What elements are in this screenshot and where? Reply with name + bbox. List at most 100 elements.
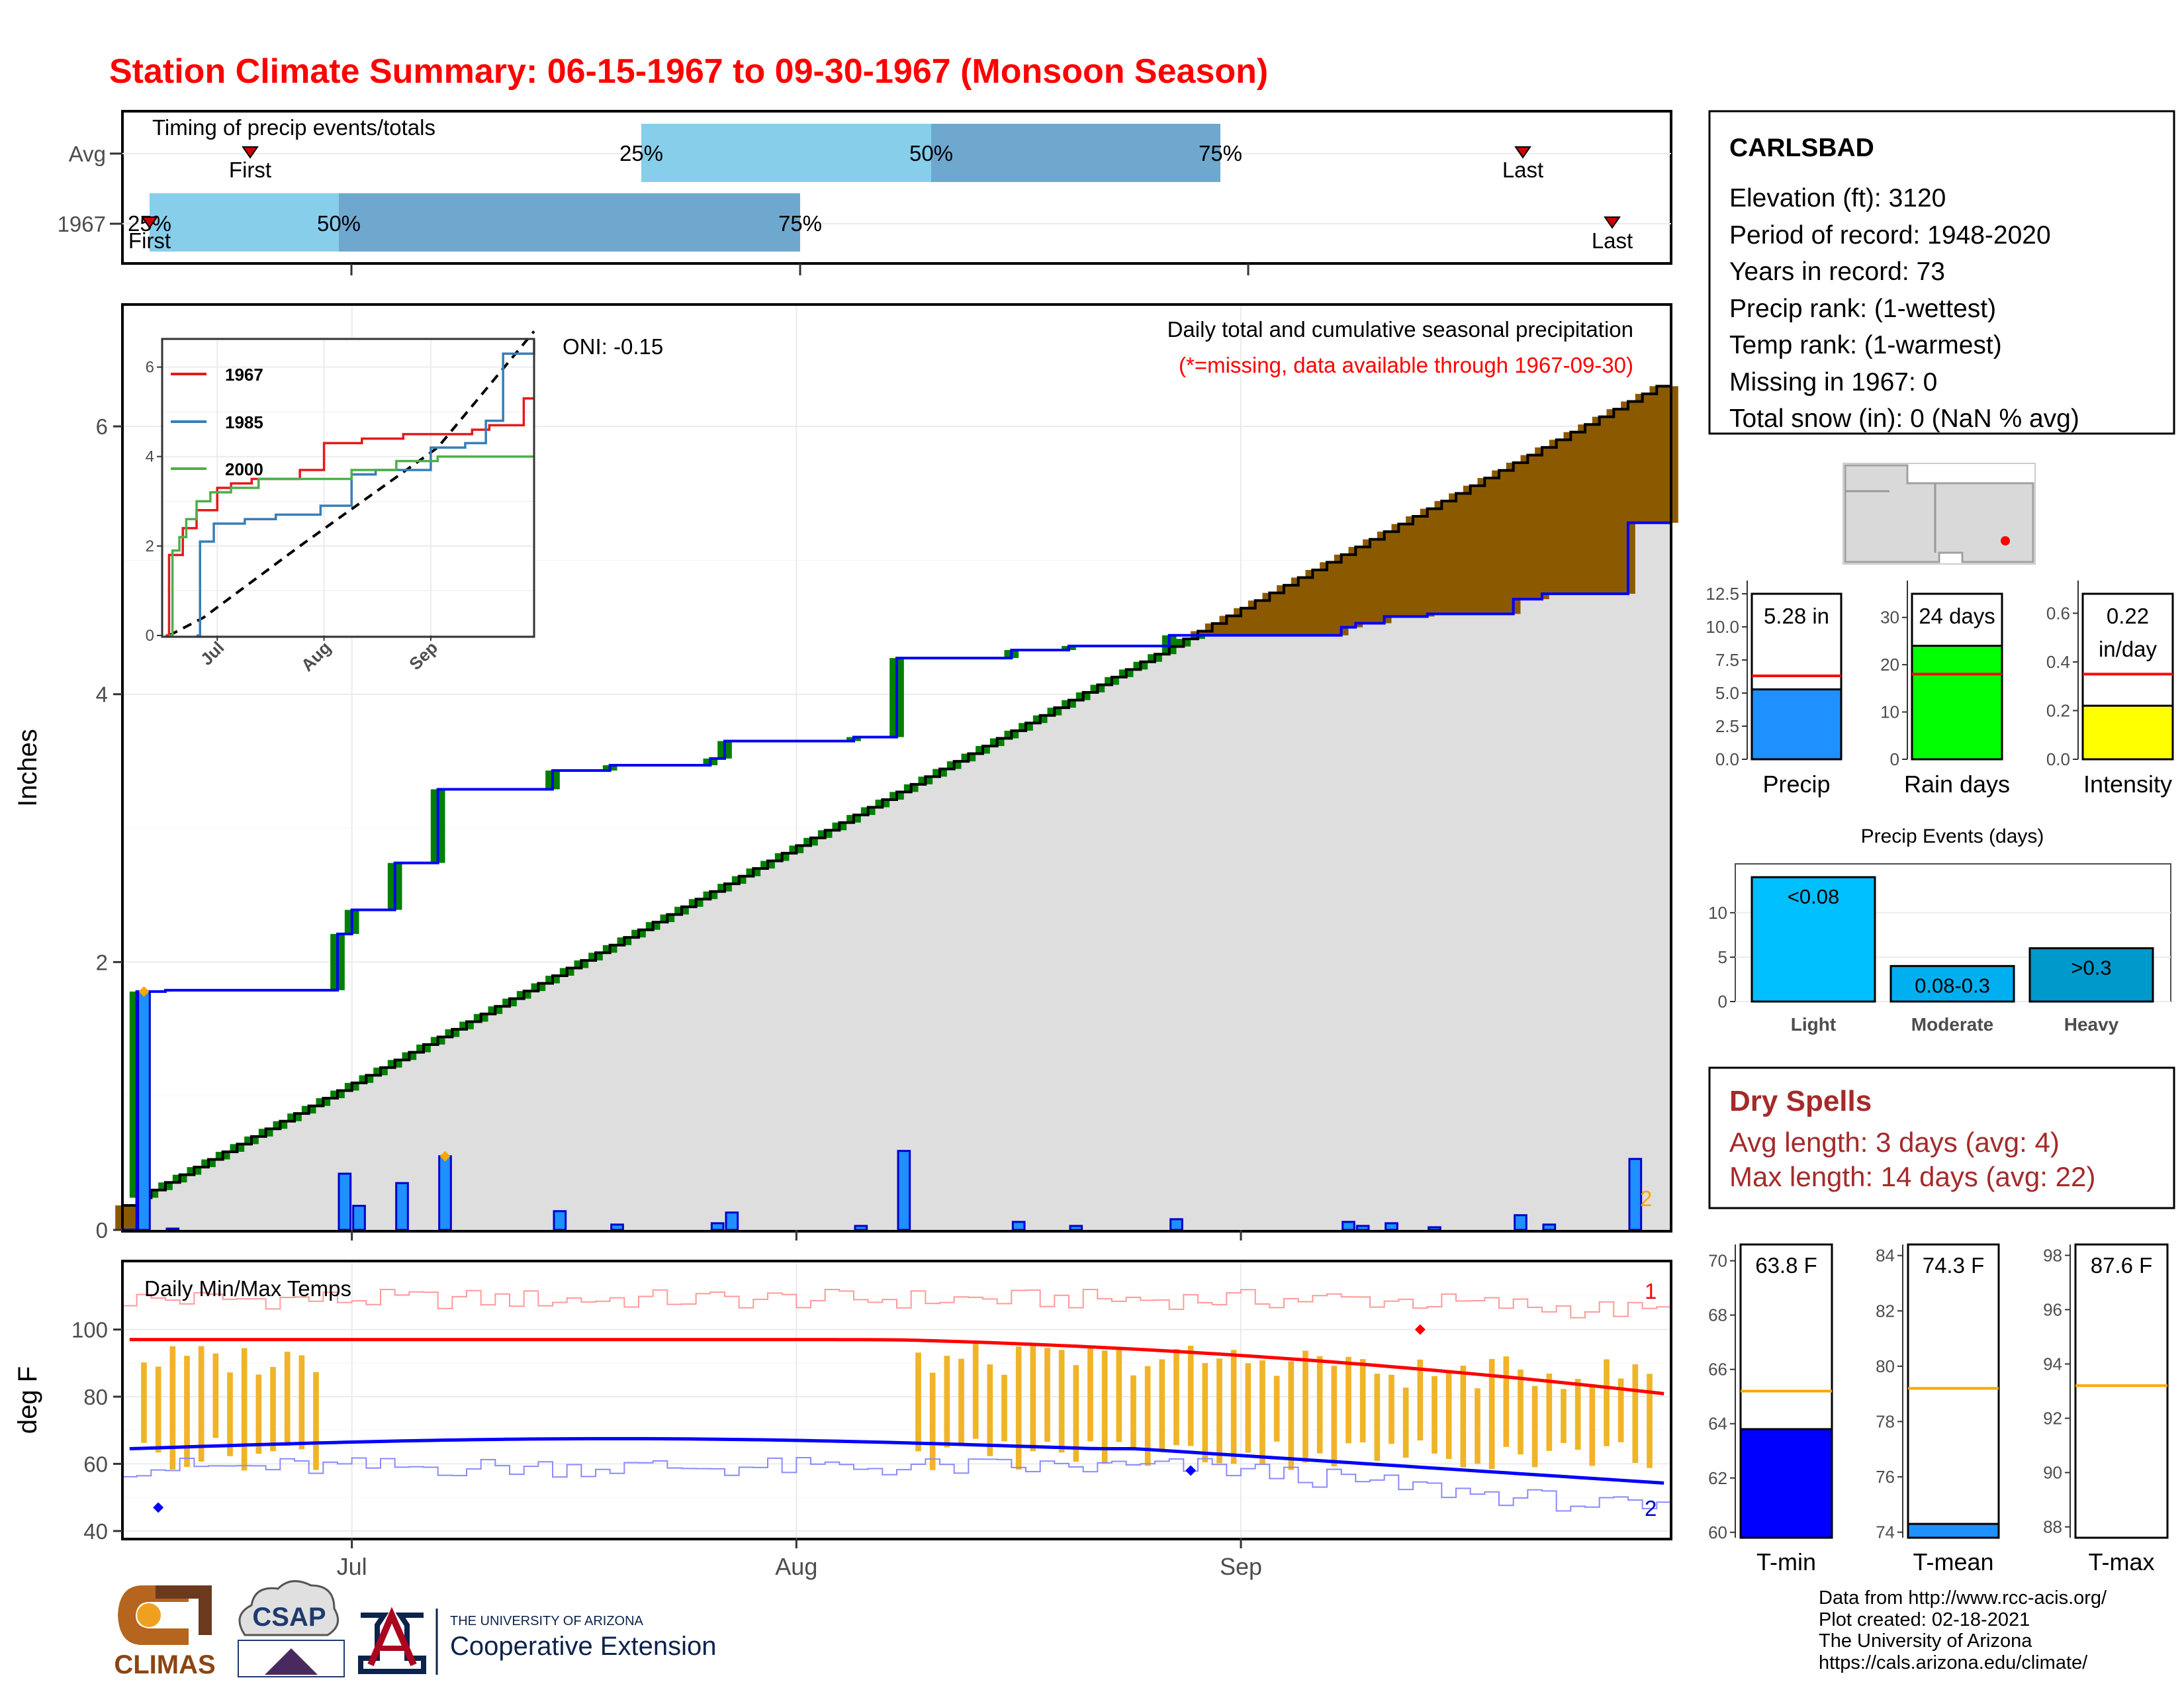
average-cumulative-line [121,385,1671,1230]
ua-logo: THE UNIVERSITY OF ARIZONA Cooperative Ex… [358,1607,716,1675]
precip-chart-subtitle: Daily total and cumulative seasonal prec… [1167,317,1633,342]
precip-event-bar [1751,876,1876,1003]
daily-temp-range-bar [1116,1349,1122,1442]
station-temp-rank: Temp rank: (1-warmest) [1729,331,2002,359]
missing-data-note: (*=missing, data available through 1967-… [1179,353,1633,377]
temp-summary-y-tick: 70 [1708,1251,1727,1271]
daily-temp-range-bar [1632,1364,1639,1463]
cumulative-precip-line [122,521,1671,1231]
mini-bar-y-tick: 20 [1880,655,1899,675]
daily-temp-range-bar [1316,1356,1323,1454]
1967-first-marker [141,216,158,229]
mini-bar-y-tick: 30 [1880,608,1899,628]
station-info-box: CARLSBAD Elevation (ft): 3120 Period of … [1708,110,2175,435]
station-missing: Missing in 1967: 0 [1729,368,1937,397]
daily-temp-range-bar [1087,1348,1093,1442]
temp-x-tick-label: Sep [1220,1553,1262,1580]
temp-summary-y-tick: 92 [2043,1409,2062,1429]
daily-temp-range-bar [241,1348,248,1471]
temp-summary-y-tick: 98 [2043,1245,2062,1265]
mini-bar-y-tick: 0.4 [2046,652,2070,672]
temp-y-tick-label: 40 [83,1519,108,1544]
mini-bar-value-unit: in/day [2099,637,2158,661]
daily-temp-range-bar [198,1346,205,1462]
temp-summary-y-tick: 64 [1708,1414,1727,1434]
climas-logo: CLIMAS [114,1585,216,1679]
inset-legend-1967: 1967 [225,365,263,385]
daily-temp-range-bar [944,1356,950,1448]
avg-first-label: First [229,158,271,182]
precip-event-bar-label: >0.3 [2071,956,2111,979]
daily-temp-range-bar [958,1358,964,1443]
mini-summary-bar [1751,688,1843,761]
daily-temp-range-bar [284,1351,291,1446]
daily-temp-range-bar [270,1366,276,1452]
daily-temp-range-bar [298,1355,305,1450]
temp-y-tick-label: 60 [83,1452,108,1476]
daily-temp-range-bar [1460,1366,1467,1468]
temp-summary-y-tick: 66 [1708,1360,1727,1380]
record-precip-marker [138,986,150,997]
daily-temp-range-bar [1144,1366,1151,1466]
mini-bar-y-tick: 5.0 [1715,683,1739,703]
temp-y-tick-label: 80 [83,1385,108,1409]
daily-temp-range-bar [169,1346,176,1470]
temp-summary-y-tick: 82 [1876,1301,1895,1321]
oni-label: ONI: -0.15 [563,334,663,359]
1967-p75-label: 75% [778,211,822,236]
temperature-y-axis-title: deg F [13,1366,42,1434]
precip-event-bar [1889,964,2015,1003]
record-precip-marker [439,1150,451,1162]
mini-bar-category: Intensity [2083,771,2172,798]
mini-bar-y-tick: 0.6 [2046,603,2070,623]
daily-temp-range-bar [1001,1374,1007,1442]
mini-bar-y-tick: 0.0 [2046,749,2070,769]
daily-temp-range-bar [1015,1346,1022,1470]
inset-legend-2000: 2000 [225,459,263,479]
temp-summary-y-tick: 90 [2043,1463,2062,1483]
timing-row-1967-label: 1967 [58,212,106,236]
locator-map [1843,463,2036,565]
temp-summary-category: T-max [2088,1548,2154,1575]
ua-logo-top-text: THE UNIVERSITY OF ARIZONA [450,1614,644,1628]
station-name: CARLSBAD [1729,134,1874,162]
daily-precip-bar [610,1223,624,1231]
temperature-summary-bars: 60 62 64 66 68 70 63.8 F T-min 74 76 78 80 82 84 74.3 … [1708,1243,2169,1575]
daily-temp-range-bar [1402,1387,1409,1458]
daily-temp-range-bar [1230,1350,1237,1464]
daily-temp-range-bar [1044,1348,1050,1442]
footer-university: The University of Arizona [1819,1630,2032,1652]
precip-event-bar [2028,947,2154,1003]
daily-temp-range-bar [1574,1379,1581,1450]
dry-spells-avg: Avg length: 3 days (avg: 4) [1729,1127,2060,1158]
record-max-marker [1414,1324,1426,1335]
avg-last-marker [1514,146,1531,159]
precip-event-bar-label: 0.08-0.3 [1915,974,1990,997]
station-precip-rank: Precip rank: (1-wettest) [1729,295,1996,323]
daily-precip-bar [137,990,151,1231]
station-elevation: Elevation (ft): 3120 [1729,184,1946,212]
avg-p50-label: 50% [909,141,953,165]
daily-temp-range-bar [1604,1359,1610,1446]
daily-temp-range-bar [1445,1370,1452,1460]
daily-temp-range-bar [227,1372,233,1456]
daily-temp-range-bar [1245,1363,1251,1453]
precip-panel: 0 2 4 6 Daily total and cumulative seasonal… [13,303,1678,1243]
daily-precip-bar [338,1172,352,1231]
daily-temp-range-bar [155,1366,161,1453]
mini-bar-y-tick: 10 [1880,702,1899,722]
record-min-marker [153,1502,164,1513]
inset-y-tick-label: 6 [146,359,154,377]
daily-temp-range-bar [1159,1359,1165,1452]
precip-events-title: Precip Events (days) [1861,825,2044,847]
mini-bar-y-tick: 2.5 [1715,716,1739,736]
precip-y-axis-title: Inches [13,729,42,807]
footer-plot-created: Plot created: 02-18-2021 [1819,1609,2030,1630]
temp-summary-bar [1739,1428,1833,1539]
precip-y-tick-label: 4 [96,682,108,707]
min-missing-count: 2 [1645,1496,1657,1521]
1967-last-marker [1604,216,1621,229]
precip-events-chart: Precip Events (days) 0 5 10 <0.08 Light 0.08-… [1708,825,2171,1035]
daily-temp-range-bar [1503,1356,1510,1447]
